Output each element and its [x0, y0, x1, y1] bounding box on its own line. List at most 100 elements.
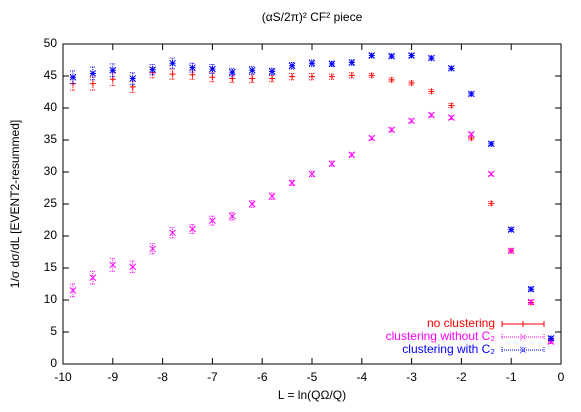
error-bar: [269, 192, 276, 201]
error-bar: [129, 260, 136, 273]
data-point: [228, 68, 236, 76]
data-point: [209, 217, 216, 224]
error-bar: [229, 211, 236, 221]
y-tick-label: 10: [44, 292, 58, 306]
data-point: [348, 151, 356, 159]
data-point: [229, 75, 236, 82]
x-tick-label: -3: [406, 370, 417, 384]
data-point: [488, 200, 495, 207]
error-bar: [289, 72, 296, 81]
legend-label: clustering with C₂: [402, 342, 495, 356]
data-point: [388, 52, 396, 60]
error-bar: [169, 57, 176, 69]
data-point: [129, 75, 137, 82]
data-point: [189, 225, 196, 233]
data-point: [468, 130, 475, 138]
data-point: [309, 73, 315, 80]
data-point: [428, 111, 435, 119]
legend-label: no clustering: [427, 316, 495, 330]
data-point: [288, 62, 296, 70]
data-point: [487, 140, 495, 148]
y-tick-label: 30: [44, 164, 58, 178]
data-point: [209, 65, 216, 73]
error-bar: [269, 74, 276, 83]
data-point: [129, 263, 137, 271]
data-point: [169, 59, 176, 67]
data-point: [408, 52, 415, 59]
data-point: [368, 52, 376, 59]
data-point: [547, 335, 555, 342]
error-bar: [269, 67, 276, 76]
data-point: [368, 134, 376, 142]
y-tick-label: 45: [44, 68, 58, 82]
y-tick-label: 40: [44, 100, 58, 114]
legend-swatch: [501, 321, 545, 327]
error-bar: [129, 72, 136, 85]
x-tick-label: -1: [506, 370, 517, 384]
data-point: [448, 114, 455, 121]
data-point: [189, 64, 196, 72]
data-point: [109, 76, 116, 83]
x-tick-label: -8: [157, 370, 168, 384]
data-point: [308, 59, 316, 67]
data-point: [487, 170, 495, 178]
data-point: [388, 126, 396, 134]
x-tick-label: 0: [558, 370, 565, 384]
error-bar: [309, 59, 315, 67]
y-tick-label: 35: [44, 132, 58, 146]
legend-swatch: [501, 346, 545, 354]
data-point: [248, 200, 256, 208]
data-point: [308, 170, 316, 178]
legend-label: clustering without C₂: [386, 329, 496, 343]
data-point: [189, 71, 196, 78]
error-bar: [169, 68, 176, 80]
data-point: [228, 212, 236, 220]
data-point: [328, 160, 336, 168]
legend-swatch: [501, 333, 545, 341]
data-point: [149, 66, 156, 73]
error-bar: [309, 72, 315, 81]
data-point: [468, 90, 475, 98]
data-point: [169, 229, 176, 237]
x-tick-label: -6: [257, 370, 268, 384]
y-tick-label: 20: [44, 228, 58, 242]
data-point: [448, 64, 455, 72]
data-point: [69, 73, 77, 81]
data-point: [89, 70, 97, 77]
x-tick-label: -7: [207, 370, 218, 384]
chart-title: (αS/2π)² CF² piece: [262, 10, 363, 24]
data-point: [328, 73, 335, 80]
data-point: [348, 72, 355, 79]
y-axis-label: 1/σ dσ/dL [EVENT2-resummed]: [8, 120, 22, 288]
data-point: [209, 74, 216, 81]
data-point: [109, 261, 117, 269]
x-tick-label: -10: [54, 370, 72, 384]
data-point: [69, 287, 77, 294]
data-point: [89, 80, 96, 87]
data-point: [348, 59, 356, 66]
data-point: [428, 88, 435, 95]
data-point: [388, 76, 395, 83]
data-point: [428, 54, 435, 62]
data-point: [249, 75, 256, 82]
data-point: [408, 117, 415, 125]
data-point: [248, 66, 256, 74]
error-bar: [149, 63, 156, 76]
data-point: [109, 66, 117, 74]
y-tick-label: 25: [44, 196, 58, 210]
error-bar: [249, 200, 256, 208]
data-point: [268, 192, 276, 200]
y-tick-label: 0: [50, 356, 57, 370]
error-bar: [149, 243, 156, 255]
y-tick-label: 5: [50, 324, 57, 338]
y-tick-label: 50: [44, 36, 58, 50]
data-point: [328, 60, 336, 68]
data-point: [289, 73, 296, 80]
x-tick-label: -5: [307, 370, 318, 384]
x-tick-label: -4: [356, 370, 367, 384]
data-point: [507, 226, 515, 233]
error-bar: [289, 62, 296, 70]
data-point: [89, 274, 97, 281]
y-tick-label: 15: [44, 260, 58, 274]
